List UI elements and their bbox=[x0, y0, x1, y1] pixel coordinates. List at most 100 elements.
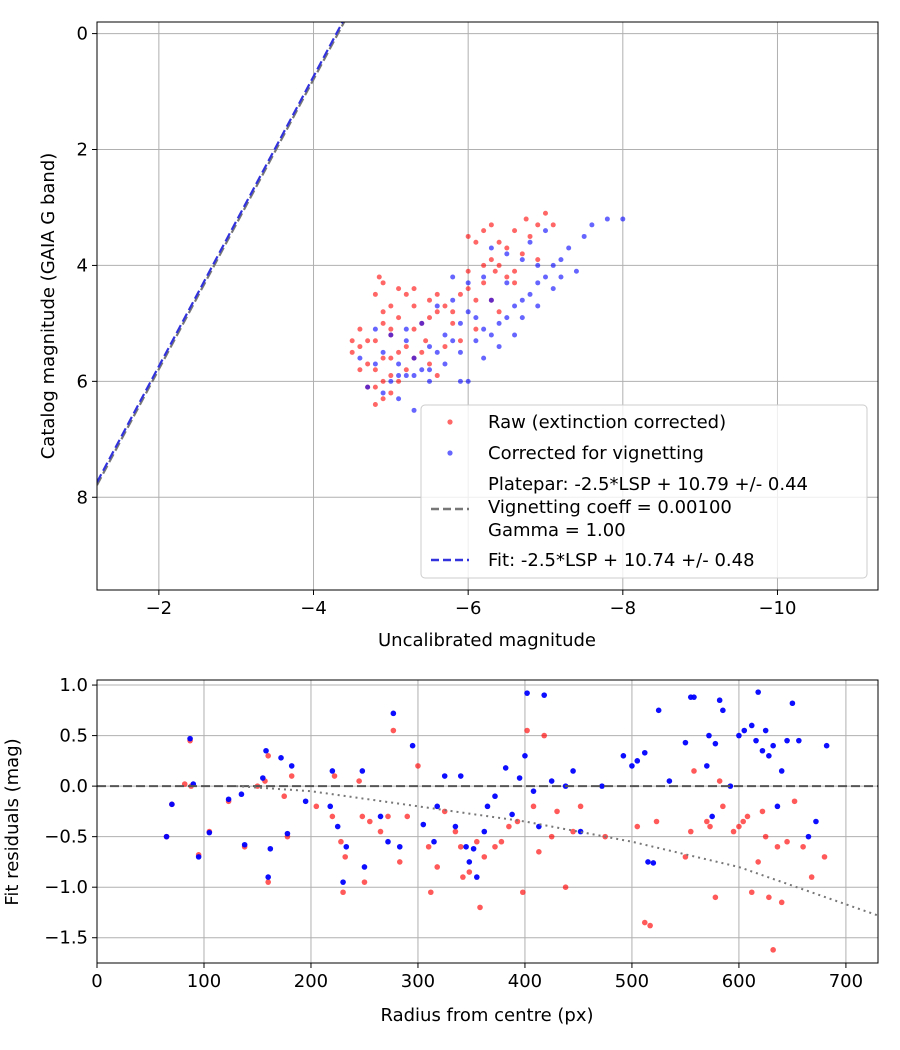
residual-raw-point bbox=[415, 763, 421, 769]
raw-point bbox=[434, 291, 440, 297]
y-tick-label: 8 bbox=[77, 487, 88, 508]
raw-point bbox=[403, 367, 409, 373]
raw-point bbox=[527, 233, 533, 239]
corrected-point bbox=[481, 274, 487, 280]
x-tick-label: −2 bbox=[146, 598, 173, 619]
residual-corrected-point bbox=[516, 775, 523, 781]
corrected-point bbox=[388, 378, 394, 384]
residual-raw-point bbox=[634, 823, 641, 830]
residual-corrected-point bbox=[709, 813, 715, 820]
residual-raw-point bbox=[359, 813, 366, 820]
legend: Raw (extinction corrected) Corrected for… bbox=[420, 404, 868, 579]
raw-point bbox=[550, 222, 556, 228]
residual-corrected-point bbox=[629, 763, 635, 769]
residual-corrected-point bbox=[796, 737, 802, 744]
residual-raw-point bbox=[331, 773, 338, 779]
residual-raw-point bbox=[647, 922, 653, 929]
y-tick-label: −1.0 bbox=[44, 877, 88, 898]
raw-point bbox=[427, 361, 433, 367]
corrected-point bbox=[519, 315, 525, 321]
corrected-point bbox=[566, 245, 572, 251]
residual-raw-point bbox=[340, 889, 346, 896]
corrected-point bbox=[396, 361, 402, 367]
corrected-point bbox=[512, 332, 518, 338]
corrected-point bbox=[465, 378, 471, 384]
corrected-point bbox=[519, 297, 525, 303]
bottom-plot-data bbox=[97, 689, 879, 953]
raw-point bbox=[411, 286, 417, 292]
residual-raw-point bbox=[707, 823, 713, 830]
residual-corrected-point bbox=[770, 742, 776, 749]
residual-raw-point bbox=[808, 874, 815, 880]
raw-point bbox=[481, 280, 487, 286]
x-tick-label: 300 bbox=[401, 971, 435, 992]
raw-point bbox=[512, 280, 518, 286]
raw-point bbox=[372, 367, 378, 373]
residual-corrected-point bbox=[265, 874, 271, 880]
residual-corrected-point bbox=[634, 758, 641, 764]
residual-corrected-point bbox=[420, 821, 427, 828]
corrected-point bbox=[465, 309, 471, 315]
residual-corrected-point bbox=[359, 768, 366, 774]
raw-point bbox=[496, 309, 502, 315]
raw-point bbox=[442, 344, 448, 350]
raw-point bbox=[473, 326, 479, 332]
residual-raw-point bbox=[762, 833, 769, 840]
corrected-point bbox=[396, 396, 402, 402]
legend-label-platepar-3: Gamma = 1.00 bbox=[488, 520, 626, 541]
residual-raw-point bbox=[524, 727, 530, 734]
residual-corrected-point bbox=[431, 838, 437, 845]
corrected-point bbox=[519, 257, 525, 263]
legend-marker-raw bbox=[447, 419, 453, 425]
raw-point bbox=[380, 355, 386, 361]
residual-raw-point bbox=[342, 854, 349, 860]
residual-corrected-point bbox=[327, 803, 334, 810]
corrected-point bbox=[403, 373, 409, 379]
raw-point bbox=[349, 338, 355, 344]
residual-corrected-point bbox=[288, 763, 295, 769]
corrected-point bbox=[365, 384, 371, 390]
raw-point bbox=[504, 274, 510, 280]
y-tick-label: 1.0 bbox=[59, 675, 88, 696]
raw-point bbox=[427, 315, 433, 321]
raw-point bbox=[388, 355, 394, 361]
residual-corrected-point bbox=[169, 801, 175, 808]
corrected-point bbox=[496, 320, 502, 326]
residual-corrected-point bbox=[530, 788, 537, 794]
residual-corrected-point bbox=[241, 841, 248, 848]
raw-point bbox=[380, 396, 386, 402]
residual-corrected-point bbox=[267, 845, 274, 852]
residual-corrected-point bbox=[720, 707, 726, 714]
residual-corrected-point bbox=[541, 692, 548, 698]
legend-label-corrected: Corrected for vignetting bbox=[488, 443, 704, 464]
residual-corrected-point bbox=[599, 783, 605, 789]
residual-raw-point bbox=[329, 813, 336, 820]
raw-point bbox=[372, 291, 378, 297]
raw-point bbox=[542, 210, 548, 216]
y-tick-label: 0.5 bbox=[59, 726, 88, 747]
residual-raw-point bbox=[460, 874, 466, 880]
residual-raw-point bbox=[520, 889, 526, 896]
raw-point bbox=[365, 361, 371, 367]
residual-corrected-point bbox=[187, 735, 193, 742]
corrected-point bbox=[465, 280, 471, 286]
residual-corrected-point bbox=[522, 753, 528, 759]
residual-raw-point bbox=[748, 889, 755, 896]
raw-point bbox=[457, 291, 463, 297]
residual-corrected-point bbox=[666, 778, 673, 784]
raw-point bbox=[411, 303, 417, 309]
corrected-point bbox=[372, 326, 378, 332]
residual-raw-point bbox=[367, 818, 373, 825]
residual-corrected-point bbox=[163, 833, 170, 840]
residual-corrected-point bbox=[457, 773, 464, 779]
residual-raw-point bbox=[481, 854, 488, 860]
residual-raw-point bbox=[821, 854, 828, 860]
residual-raw-point bbox=[404, 813, 411, 820]
raw-point bbox=[396, 349, 402, 355]
raw-point bbox=[357, 344, 363, 350]
residual-raw-point bbox=[425, 843, 432, 850]
residual-raw-point bbox=[530, 803, 537, 810]
residual-corrected-point bbox=[682, 739, 689, 746]
residual-corrected-point bbox=[284, 830, 291, 837]
